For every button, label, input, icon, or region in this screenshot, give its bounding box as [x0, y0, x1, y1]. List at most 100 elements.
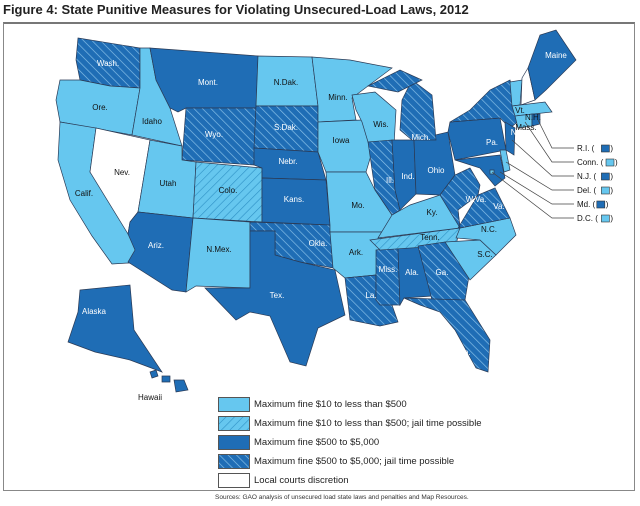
state-label: Ga. [436, 268, 449, 277]
legend-label: Maximum fine $10 to less than $500; jail… [254, 418, 482, 429]
state-label: Fla. [457, 348, 470, 357]
state-shape [185, 217, 251, 293]
callout-leader [505, 161, 574, 191]
callout-label-ri: R.I. ( [577, 144, 595, 153]
legend-label: Maximum fine $500 to $5,000 [254, 437, 380, 448]
legend-label: Maximum fine $10 to less than $500 [254, 399, 407, 410]
state-label: Va. [493, 202, 504, 211]
state-shape [509, 79, 523, 107]
state-ind [391, 139, 417, 211]
figure-title: Figure 4: State Punitive Measures for Vi… [3, 2, 469, 17]
state-label: Mass. [515, 123, 536, 132]
legend-item-dark-hatched: Maximum fine $500 to $5,000; jail time p… [218, 452, 482, 471]
state-label: N.Mex. [206, 245, 231, 254]
callout-swatch [601, 144, 610, 153]
state-mass [511, 101, 553, 117]
callout-label-del: Del. ( [577, 186, 596, 195]
state-label: Ala. [405, 268, 419, 277]
state-vt [509, 79, 523, 107]
state-hawaii [149, 369, 189, 393]
source-note: Sources: GAO analysis of unsecured load … [215, 494, 469, 501]
state-label: S.Dak. [274, 123, 298, 132]
state-shape [511, 101, 553, 117]
state-miss [375, 247, 401, 306]
state-pa [447, 117, 507, 161]
legend-item-light-hatched: Maximum fine $10 to less than $500; jail… [218, 414, 482, 433]
state-label: Hawaii [138, 393, 162, 402]
state-label: Iowa [333, 136, 350, 145]
state-label: Ill. [386, 176, 394, 185]
state-shape [149, 369, 159, 379]
state-label: Okla. [309, 239, 328, 248]
state-mich [366, 69, 437, 141]
callout-swatch [596, 200, 606, 209]
callout-swatch [605, 158, 615, 167]
legend-item-dark: Maximum fine $500 to $5,000 [218, 433, 482, 452]
state-shape [527, 29, 577, 101]
state-label: S.C. [477, 250, 493, 259]
state-label: Wash. [97, 59, 119, 68]
callout-paren: ) [610, 144, 613, 153]
callout-leader [524, 121, 574, 163]
callout-paren: ) [615, 158, 618, 167]
state-label: Calif. [75, 189, 93, 198]
state-shape [173, 379, 189, 393]
state-label: N.H. [525, 113, 541, 122]
callout-label-conn: Conn. ( [577, 158, 604, 167]
callout-label-nj: N.J. ( [577, 172, 596, 181]
legend-swatch [218, 397, 250, 412]
state-shape [399, 79, 437, 141]
state-label: Kans. [284, 195, 304, 204]
callout-swatch [601, 186, 610, 195]
state-label: N.C. [481, 225, 497, 234]
state-shape [439, 167, 481, 229]
callout-paren: ) [610, 172, 613, 181]
legend-swatch [218, 454, 250, 469]
state-shape [403, 297, 491, 373]
state-nj [504, 121, 516, 156]
state-label: Tex. [270, 291, 285, 300]
state-label: Miss. [379, 265, 398, 274]
state-label: La. [365, 291, 376, 300]
legend-swatch [218, 435, 250, 450]
callout-paren: ) [610, 186, 613, 195]
state-wva [439, 167, 481, 229]
state-shape [454, 154, 506, 187]
state-label: Ark. [349, 248, 363, 257]
state-label: Pa. [486, 138, 498, 147]
callout-paren: ) [610, 214, 613, 223]
state-alaska [67, 284, 163, 373]
state-shape [67, 284, 163, 373]
state-label: Mont. [198, 78, 218, 87]
legend-swatch [218, 473, 250, 488]
figure-frame [3, 22, 635, 491]
callout-leader [537, 119, 574, 149]
state-fla [403, 297, 491, 373]
state-shape [127, 211, 194, 293]
state-label: Wyo. [205, 130, 223, 139]
state-shape [375, 247, 401, 306]
state-shape [447, 117, 507, 161]
state-tex [204, 230, 346, 367]
state-label: W.Va. [466, 195, 487, 204]
state-shape [311, 56, 393, 123]
callout-leader [511, 139, 574, 177]
state-label: Nebr. [278, 157, 297, 166]
state-label: Ind. [401, 172, 414, 181]
state-label: Utah [160, 179, 177, 188]
state-shape [504, 121, 516, 156]
legend-swatch [218, 416, 250, 431]
callout-swatch [601, 214, 610, 223]
state-nmex [185, 217, 251, 293]
callout-label-md: Md. ( [577, 200, 596, 209]
callout-label-dc: D.C. ( [577, 214, 598, 223]
legend-label: Local courts discretion [254, 475, 349, 486]
legend-label: Maximum fine $500 to $5,000; jail time p… [254, 456, 455, 467]
state-md [454, 154, 506, 187]
state-shape [391, 139, 417, 211]
state-shape [161, 375, 171, 383]
state-label: Vt. [515, 106, 525, 115]
state-label: Idaho [142, 117, 163, 126]
state-label: Ariz. [148, 241, 164, 250]
